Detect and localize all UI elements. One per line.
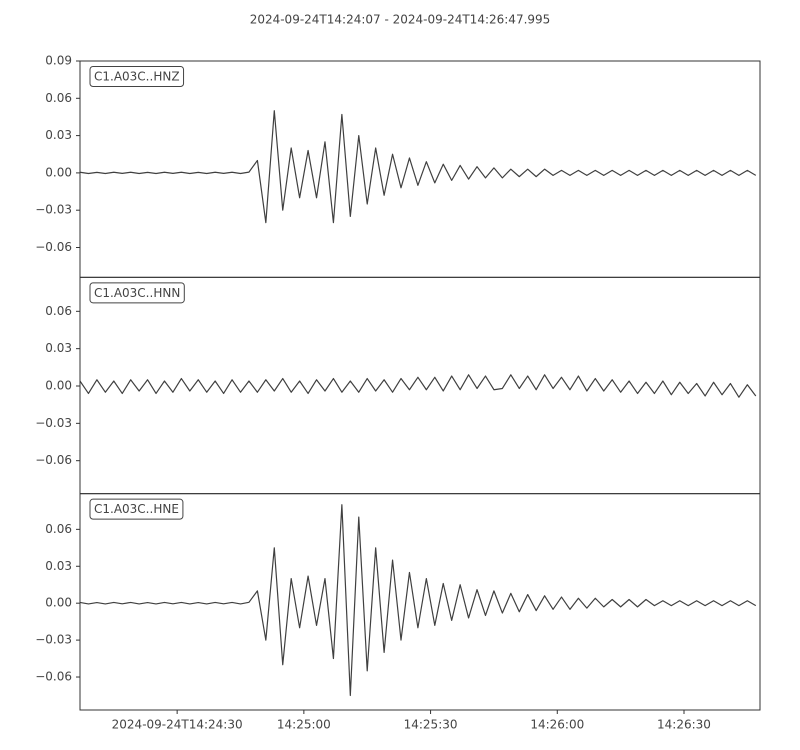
y-tick-label: 0.06 [45, 304, 72, 318]
y-tick-label: −0.03 [35, 203, 72, 217]
panel-frame [79, 276, 761, 495]
y-tick-label: −0.03 [35, 416, 72, 430]
y-tick-label: 0.03 [45, 559, 72, 573]
y-tick-label: 0.06 [45, 522, 72, 536]
x-tick-label: 14:26:30 [657, 718, 711, 732]
y-tick-label: 0.00 [45, 378, 72, 392]
panel-frame [79, 60, 761, 278]
y-tick-label: 0.03 [45, 341, 72, 355]
y-tick-label: −0.06 [35, 453, 72, 467]
trace-label-box [89, 282, 185, 304]
x-tick-label: 14:25:00 [277, 718, 331, 732]
x-tick-label: 2024-09-24T14:24:30 [112, 718, 243, 732]
trace-label: C1.A03C..HNE [94, 502, 179, 516]
trace-label-box [89, 66, 185, 87]
trace-label-box [89, 498, 184, 520]
y-tick-label: −0.06 [35, 670, 72, 684]
y-tick-label: 0.00 [45, 165, 72, 179]
y-tick-label: 0.06 [45, 91, 72, 105]
trace [79, 504, 757, 697]
trace [79, 374, 757, 398]
y-tick-label: −0.06 [35, 240, 72, 254]
trace-label: C1.A03C..HNZ [94, 70, 180, 84]
x-tick-label: 14:26:00 [530, 718, 584, 732]
chart-title: 2024-09-24T14:24:07 - 2024-09-24T14:26:4… [250, 13, 551, 27]
y-tick-label: 0.09 [45, 54, 72, 68]
trace-label: C1.A03C..HNN [94, 286, 180, 300]
trace [79, 110, 757, 224]
x-tick-label: 14:25:30 [404, 718, 458, 732]
y-tick-label: 0.00 [45, 596, 72, 610]
y-tick-label: −0.03 [35, 633, 72, 647]
y-tick-label: 0.03 [45, 128, 72, 142]
panel-frame [79, 493, 761, 711]
